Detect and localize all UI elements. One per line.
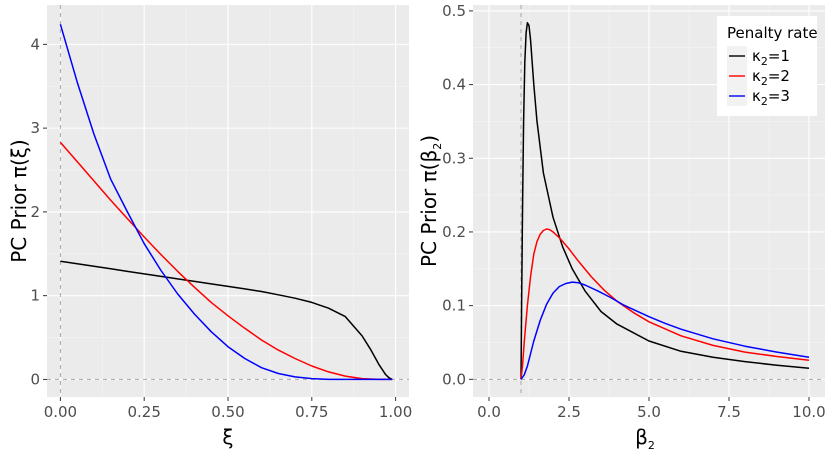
left-y-tick-label: 4 <box>30 35 40 53</box>
left-x-tick-label: 0.75 <box>295 403 328 421</box>
right-plot: 0.0 0.1 0.2 0.3 0.4 0.5 0.0 2.5 5.0 7.5 10.0 β2 P… <box>417 2 826 452</box>
right-y-tick-label: 0.5 <box>442 2 466 20</box>
legend-item: κ2=2 <box>727 66 790 88</box>
left-y-tick-label: 3 <box>30 119 40 137</box>
right-x-tick-label: 2.5 <box>557 403 581 421</box>
left-series-line-3 <box>59 24 393 381</box>
left-reference-lines <box>47 5 409 397</box>
left-series-line-2 <box>59 141 393 381</box>
right-x-axis-title: β2 <box>635 425 655 452</box>
right-x-ticks: 0.0 2.5 5.0 7.5 10.0 <box>477 397 826 421</box>
left-series-line-1 <box>60 260 393 381</box>
right-y-tick-label: 0.0 <box>442 370 466 388</box>
left-y-tick-label: 1 <box>30 287 40 305</box>
left-x-tick-label: 0.25 <box>128 403 161 421</box>
left-y-axis-title: PC Prior π(ξ) <box>7 139 31 263</box>
legend-label: κ2=3 <box>752 87 790 108</box>
right-y-ticks: 0.0 0.1 0.2 0.3 0.4 0.5 <box>442 2 473 388</box>
legend-label: κ2=1 <box>752 47 790 68</box>
left-x-axis-title: ξ <box>222 425 233 449</box>
left-plot: 0 1 2 3 4 0.00 0.25 0.50 0.75 1.00 ξ PC Prior π(… <box>7 5 412 449</box>
right-x-tick-label: 7.5 <box>717 403 741 421</box>
right-reference-lines <box>473 5 825 397</box>
left-series <box>59 24 393 381</box>
legend-label: κ2=2 <box>752 67 790 88</box>
right-series <box>520 21 810 380</box>
right-x-tick-label: 0.0 <box>477 403 501 421</box>
right-x-tick-label: 5.0 <box>637 403 661 421</box>
left-y-ticks: 0 1 2 3 4 <box>30 35 47 388</box>
legend-item: κ2=1 <box>727 46 790 68</box>
left-y-tick-label: 2 <box>30 203 40 221</box>
right-series-line-2 <box>520 228 810 380</box>
left-x-tick-label: 0.00 <box>44 403 77 421</box>
right-y-tick-label: 0.3 <box>442 149 466 167</box>
right-series-line-3 <box>520 281 810 380</box>
legend-title: Penalty rate <box>727 24 818 42</box>
right-y-tick-label: 0.4 <box>442 76 466 94</box>
left-x-tick-label: 1.00 <box>379 403 412 421</box>
left-x-tick-label: 0.50 <box>211 403 244 421</box>
right-x-tick-label: 10.0 <box>792 403 825 421</box>
legend-item: κ2=3 <box>727 86 790 108</box>
legend: Penalty rate κ2=1 κ2=2 κ2=3 <box>717 16 818 116</box>
right-y-tick-label: 0.2 <box>442 223 466 241</box>
left-x-ticks: 0.00 0.25 0.50 0.75 1.00 <box>44 397 412 421</box>
right-series-line-1 <box>520 21 810 380</box>
left-y-tick-label: 0 <box>30 370 40 388</box>
right-y-axis-title: PC Prior π(β2) <box>417 135 444 267</box>
right-y-tick-label: 0.1 <box>442 297 466 315</box>
